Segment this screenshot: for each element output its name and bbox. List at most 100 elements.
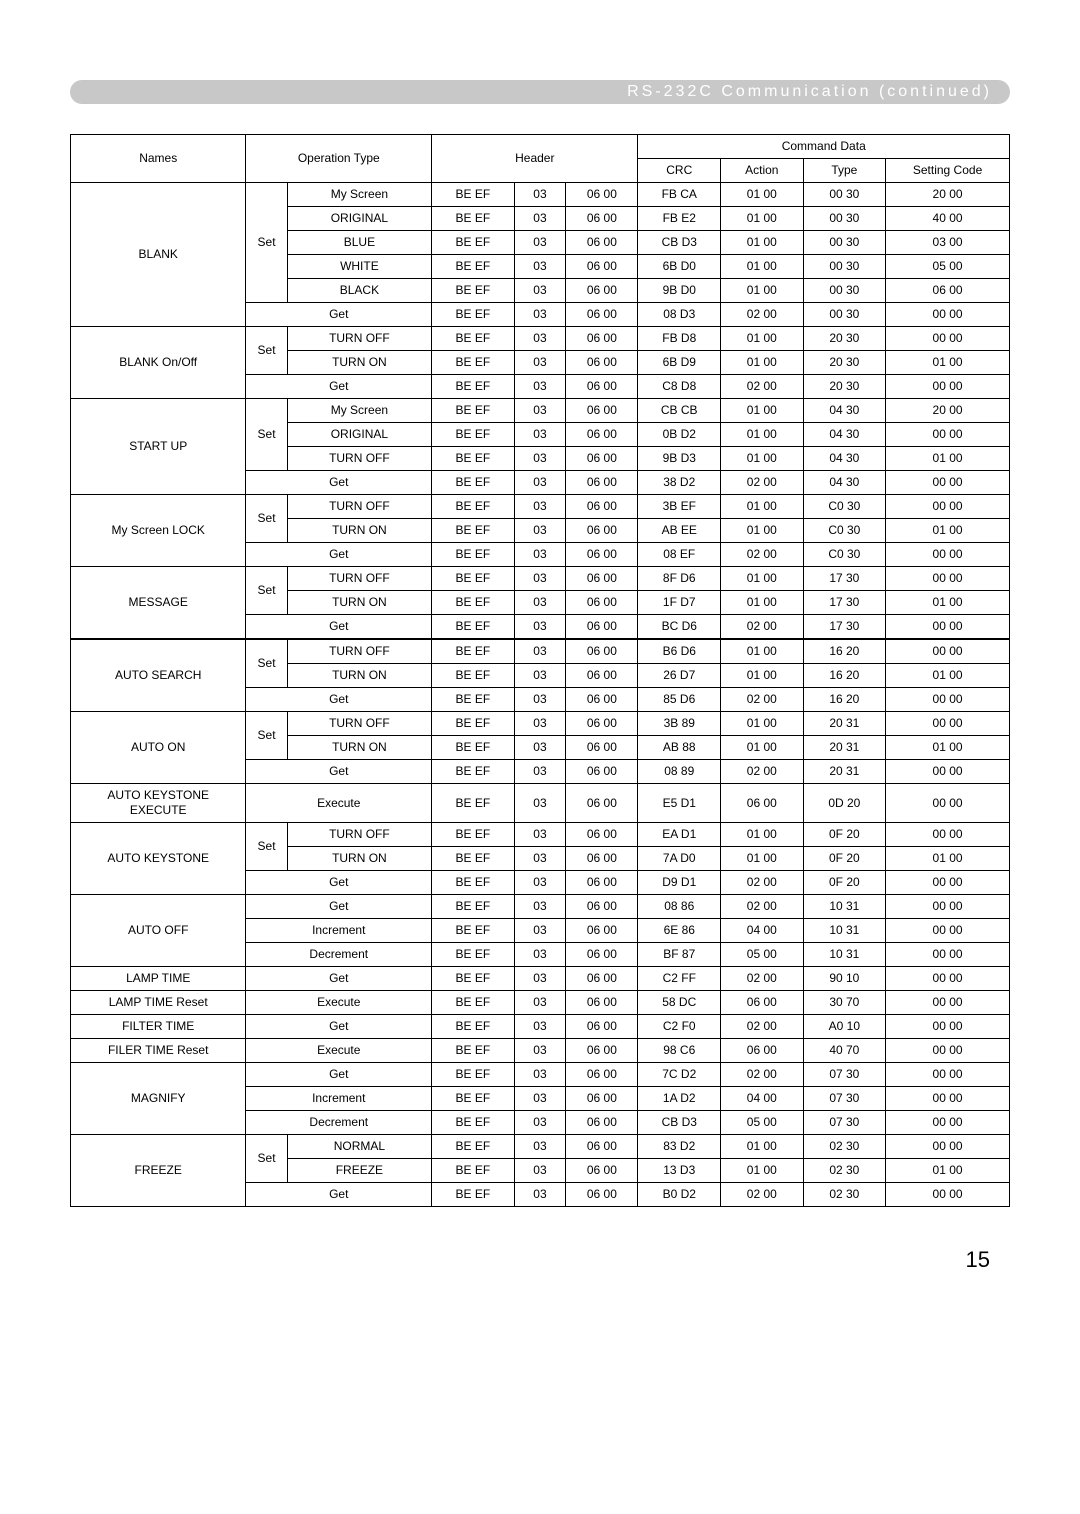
cell-h3: 06 00 [566,895,638,919]
cell-typ: 20 31 [803,712,886,736]
cell-h3: 06 00 [566,399,638,423]
cell-crc: 1F D7 [638,591,721,615]
table-row: FREEZESetNORMALBE EF0306 0083 D201 0002 … [71,1135,1010,1159]
cell-h3: 06 00 [566,1063,638,1087]
cell-sc: 00 00 [886,823,1010,847]
cell-operation-span: Get [246,688,432,712]
cell-typ: 00 30 [803,279,886,303]
cell-h1: BE EF [432,1135,515,1159]
cell-h3: 06 00 [566,736,638,760]
cell-h1: BE EF [432,495,515,519]
cell-crc: C2 F0 [638,1015,721,1039]
cell-h1: BE EF [432,615,515,640]
cell-h3: 06 00 [566,279,638,303]
cell-h2: 03 [514,375,566,399]
cell-crc: 08 D3 [638,303,721,327]
cell-crc: BF 87 [638,943,721,967]
cell-name: AUTO KEYSTONE [71,823,246,895]
table-row: AUTO ONSetTURN OFFBE EF0306 003B 8901 00… [71,712,1010,736]
cell-typ: 20 30 [803,327,886,351]
cell-option: BLUE [287,231,431,255]
cell-operation-span: Decrement [246,943,432,967]
cell-h3: 06 00 [566,871,638,895]
cell-act: 02 00 [721,615,804,640]
cell-h1: BE EF [432,1063,515,1087]
cell-operation-span: Execute [246,784,432,823]
cell-set: Set [246,495,287,543]
cell-h1: BE EF [432,1087,515,1111]
cell-typ: C0 30 [803,495,886,519]
cell-h2: 03 [514,423,566,447]
cell-h1: BE EF [432,967,515,991]
cell-sc: 00 00 [886,1135,1010,1159]
table-row: LAMP TIMEGetBE EF0306 00C2 FF02 0090 100… [71,967,1010,991]
cell-h1: BE EF [432,447,515,471]
cell-sc: 00 00 [886,760,1010,784]
cell-h3: 06 00 [566,495,638,519]
cell-operation-span: Increment [246,1087,432,1111]
cell-name: FILTER TIME [71,1015,246,1039]
cell-act: 01 00 [721,495,804,519]
cell-act: 01 00 [721,255,804,279]
cell-operation-span: Get [246,1183,432,1207]
cell-name: AUTO SEARCH [71,639,246,712]
cell-typ: 0F 20 [803,823,886,847]
cell-sc: 00 00 [886,1015,1010,1039]
cell-h1: BE EF [432,423,515,447]
cell-h1: BE EF [432,991,515,1015]
cell-h3: 06 00 [566,847,638,871]
table-row: BLANKSetMy ScreenBE EF0306 00FB CA01 000… [71,183,1010,207]
table-row: FILER TIME ResetExecuteBE EF0306 0098 C6… [71,1039,1010,1063]
cell-h2: 03 [514,327,566,351]
cell-h2: 03 [514,447,566,471]
cell-h2: 03 [514,279,566,303]
cell-h1: BE EF [432,207,515,231]
cell-crc: 7A D0 [638,847,721,871]
table-row: BLANK On/OffSetTURN OFFBE EF0306 00FB D8… [71,327,1010,351]
cell-act: 01 00 [721,1135,804,1159]
cell-typ: 02 30 [803,1183,886,1207]
cell-crc: D9 D1 [638,871,721,895]
cell-operation-span: Get [246,967,432,991]
cell-h3: 06 00 [566,447,638,471]
cell-h2: 03 [514,712,566,736]
cell-crc: 85 D6 [638,688,721,712]
cell-sc: 00 00 [886,712,1010,736]
banner-title: RS-232C Communication (continued) [627,83,992,101]
cell-h1: BE EF [432,736,515,760]
cell-operation-span: Get [246,471,432,495]
cell-sc: 20 00 [886,399,1010,423]
cell-h3: 06 00 [566,303,638,327]
cell-crc: 3B 89 [638,712,721,736]
cell-typ: 10 31 [803,895,886,919]
cell-crc: 08 86 [638,895,721,919]
cell-crc: 0B D2 [638,423,721,447]
cell-typ: 00 30 [803,303,886,327]
cell-h3: 06 00 [566,919,638,943]
cell-option: ORIGINAL [287,423,431,447]
cell-typ: 04 30 [803,399,886,423]
cell-h3: 06 00 [566,712,638,736]
cell-h3: 06 00 [566,1039,638,1063]
cell-name: LAMP TIME Reset [71,991,246,1015]
cell-name: MAGNIFY [71,1063,246,1135]
cell-h2: 03 [514,471,566,495]
cell-h1: BE EF [432,760,515,784]
cell-name: AUTO KEYSTONEEXECUTE [71,784,246,823]
cell-h1: BE EF [432,823,515,847]
cell-crc: E5 D1 [638,784,721,823]
cell-act: 01 00 [721,567,804,591]
cell-set: Set [246,183,287,303]
cell-sc: 00 00 [886,303,1010,327]
cell-h3: 06 00 [566,231,638,255]
cell-crc: 7C D2 [638,1063,721,1087]
cell-typ: 07 30 [803,1087,886,1111]
cell-typ: 17 30 [803,567,886,591]
cell-option: TURN ON [287,736,431,760]
cell-sc: 00 00 [886,943,1010,967]
cell-act: 01 00 [721,664,804,688]
cell-option: TURN OFF [287,327,431,351]
cell-sc: 05 00 [886,255,1010,279]
cell-typ: 07 30 [803,1063,886,1087]
cell-operation-span: Get [246,615,432,640]
